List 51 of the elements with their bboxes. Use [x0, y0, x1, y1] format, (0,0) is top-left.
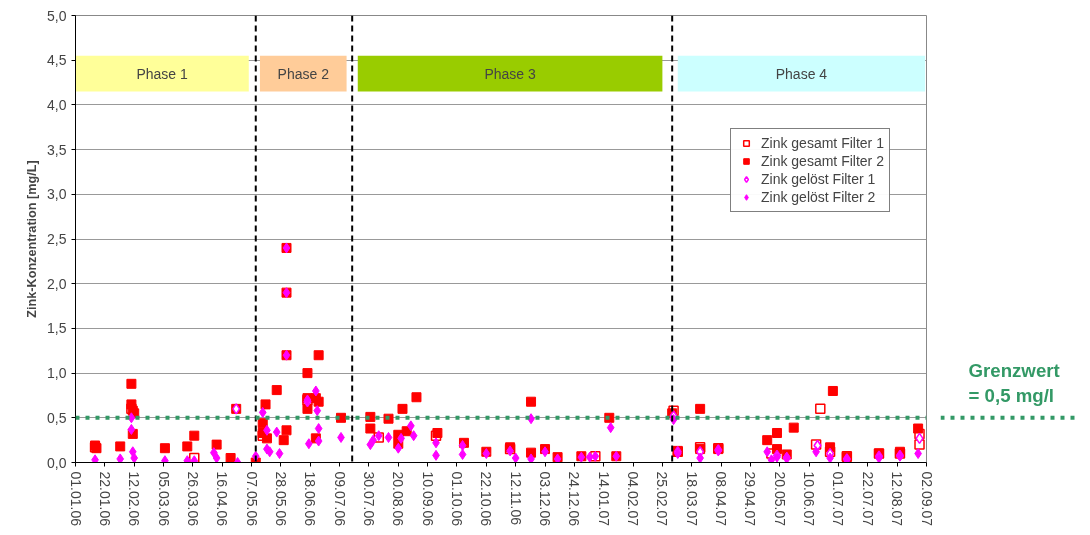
x-tick-label: 28.05.06 — [272, 471, 289, 527]
y-tick-label: 2,5 — [47, 231, 67, 247]
y-tick-label: 2,0 — [47, 275, 67, 292]
legend-label: Zink gelöst Filter 1 — [761, 170, 876, 188]
legend-label: Zink gelöst Filter 2 — [761, 188, 876, 206]
x-tick-label: 20.08.06 — [390, 471, 407, 527]
y-axis-title: Zink-Konzentration [mg/L] — [25, 160, 40, 318]
x-tick-label: 12.08.07 — [889, 471, 906, 527]
x-tick-label: 12.11.06 — [507, 471, 524, 526]
ref-line-label: Grenzwert = 0,5 mg/l — [968, 359, 1060, 406]
x-tick-label: 09.07.06 — [331, 471, 348, 527]
x-tick-label: 18.03.07 — [683, 471, 700, 527]
x-tick-label: 22.07.07 — [859, 471, 876, 527]
y-tick-label: 0,0 — [47, 454, 67, 471]
band-label: Phase 2 — [277, 65, 330, 82]
x-tick-label: 16.04.06 — [214, 471, 231, 527]
y-tick-label: 3,0 — [47, 186, 67, 203]
y-tick-label: 1,0 — [47, 365, 67, 382]
x-tick-label: 08.04.07 — [713, 471, 730, 527]
x-tick-label: 01.01.06 — [67, 471, 84, 527]
band-label: Phase 4 — [775, 65, 828, 82]
x-tick-label: 07.05.06 — [243, 471, 260, 527]
x-tick-label: 24.12.06 — [566, 471, 583, 527]
x-tick-label: 14.01.07 — [595, 471, 612, 527]
x-tick-label: 18.06.06 — [302, 471, 319, 527]
x-tick-label: 30.07.06 — [360, 471, 377, 527]
band-label: Phase 3 — [484, 65, 536, 82]
x-tick-label: 12.02.06 — [126, 471, 143, 527]
x-tick-label: 22.10.06 — [478, 471, 495, 527]
y-tick-label: 0,5 — [47, 409, 67, 426]
x-tick-label: 20.05.07 — [771, 471, 788, 527]
y-tick-label: 1,5 — [47, 320, 67, 337]
legend-label: Zink gesamt Filter 2 — [761, 152, 884, 170]
x-tick-label: 02.09.07 — [918, 471, 935, 527]
x-tick-label: 22.01.06 — [96, 471, 113, 527]
x-tick-label: 01.07.07 — [830, 471, 847, 527]
x-tick-label: 04.02.07 — [625, 471, 642, 527]
x-tick-label: 01.10.06 — [448, 471, 465, 527]
y-tick-label: 4,0 — [47, 96, 67, 113]
y-tick-label: 3,5 — [47, 141, 67, 158]
x-tick-label: 10.09.06 — [419, 471, 436, 527]
x-tick-label: 03.12.06 — [537, 471, 554, 527]
x-tick-label: 29.04.07 — [742, 471, 759, 527]
x-tick-label: 26.03.06 — [184, 471, 201, 527]
x-tick-label: 25.02.07 — [654, 471, 671, 527]
x-tick-label: 05.03.06 — [155, 471, 172, 527]
x-tick-label: 10.06.07 — [801, 471, 818, 527]
y-tick-label: 4,5 — [47, 52, 67, 69]
band-label: Phase 1 — [136, 65, 189, 82]
legend-label: Zink gesamt Filter 1 — [761, 134, 884, 152]
y-tick-label: 5,0 — [47, 7, 67, 24]
